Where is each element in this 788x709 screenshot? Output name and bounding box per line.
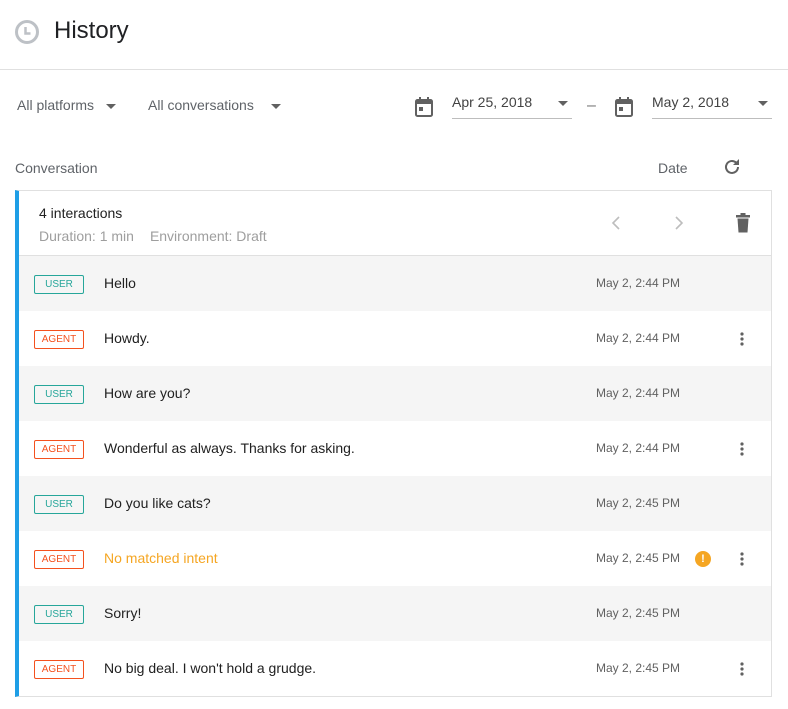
message-text: How are you? — [104, 385, 191, 401]
table-row[interactable]: USER How are you? May 2, 2:44 PM — [19, 366, 771, 421]
more-vert-icon[interactable] — [739, 661, 745, 677]
date-to-value: May 2, 2018 — [652, 94, 730, 110]
table-row[interactable]: AGENT Wonderful as always. Thanks for as… — [19, 421, 771, 476]
table-row[interactable]: USER Sorry! May 2, 2:45 PM — [19, 586, 771, 641]
chevron-down-icon — [558, 101, 568, 106]
table-row[interactable]: AGENT Howdy. May 2, 2:44 PM — [19, 311, 771, 366]
platform-filter[interactable]: All platforms — [17, 97, 117, 113]
agent-badge: AGENT — [34, 550, 84, 569]
message-time: May 2, 2:44 PM — [596, 276, 681, 290]
column-date: Date — [658, 160, 688, 176]
chevron-down-icon — [106, 103, 117, 109]
agent-badge: AGENT — [34, 330, 84, 349]
table-row[interactable]: USER Hello May 2, 2:44 PM — [19, 256, 771, 311]
user-badge: USER — [34, 385, 84, 404]
date-to-field[interactable]: May 2, 2018 — [652, 94, 772, 119]
table-row[interactable]: AGENT No big deal. I won't hold a grudge… — [19, 641, 771, 696]
message-text: No big deal. I won't hold a grudge. — [104, 660, 317, 676]
chevron-down-icon — [758, 101, 768, 106]
user-badge: USER — [34, 495, 84, 514]
message-text: No matched intent — [104, 550, 218, 566]
date-from-value: Apr 25, 2018 — [452, 94, 533, 110]
message-text: Howdy. — [104, 330, 150, 346]
environment: Environment: Draft — [149, 228, 267, 244]
date-separator: – — [587, 97, 596, 114]
interactions-count: 4 interactions — [39, 205, 123, 221]
more-vert-icon[interactable] — [739, 441, 745, 457]
column-conversation: Conversation — [15, 160, 98, 176]
warning-icon: ! — [695, 551, 711, 567]
message-time: May 2, 2:45 PM — [596, 551, 681, 565]
message-text: Hello — [104, 275, 136, 291]
more-vert-icon[interactable] — [739, 331, 745, 347]
user-badge: USER — [34, 275, 84, 294]
agent-badge: AGENT — [34, 440, 84, 459]
refresh-icon[interactable] — [722, 157, 742, 177]
message-text: Wonderful as always. Thanks for asking. — [104, 440, 355, 456]
message-time: May 2, 2:44 PM — [596, 331, 681, 345]
page-header: History — [0, 0, 788, 70]
delete-icon[interactable] — [735, 213, 751, 233]
message-time: May 2, 2:45 PM — [596, 606, 681, 620]
clock-icon — [15, 20, 39, 44]
conversation-card: 4 interactions Duration: 1 min Environmen… — [15, 190, 772, 697]
chevron-down-icon — [270, 103, 281, 109]
duration: Duration: 1 min — [39, 228, 134, 244]
calendar-icon[interactable] — [414, 96, 434, 118]
date-from-field[interactable]: Apr 25, 2018 — [452, 94, 572, 119]
message-time: May 2, 2:45 PM — [596, 496, 681, 510]
user-badge: USER — [34, 605, 84, 624]
message-time: May 2, 2:44 PM — [596, 441, 681, 455]
message-text: Do you like cats? — [104, 495, 211, 511]
conversation-summary[interactable]: 4 interactions Duration: 1 min Environmen… — [19, 191, 771, 256]
platform-filter-label: All platforms — [17, 97, 95, 113]
table-row[interactable]: USER Do you like cats? May 2, 2:45 PM — [19, 476, 771, 531]
agent-badge: AGENT — [34, 660, 84, 679]
calendar-icon[interactable] — [614, 96, 634, 118]
conversations-filter-label: All conversations — [148, 97, 254, 113]
table-row[interactable]: AGENT No matched intent May 2, 2:45 PM! — [19, 531, 771, 586]
conversations-filter[interactable]: All conversations — [148, 97, 281, 113]
chevron-left-icon[interactable] — [611, 215, 621, 231]
message-text: Sorry! — [104, 605, 142, 621]
page-title: History — [54, 17, 129, 44]
message-time: May 2, 2:45 PM — [596, 661, 681, 675]
more-vert-icon[interactable] — [739, 551, 745, 567]
chevron-right-icon[interactable] — [674, 215, 684, 231]
message-time: May 2, 2:44 PM — [596, 386, 681, 400]
